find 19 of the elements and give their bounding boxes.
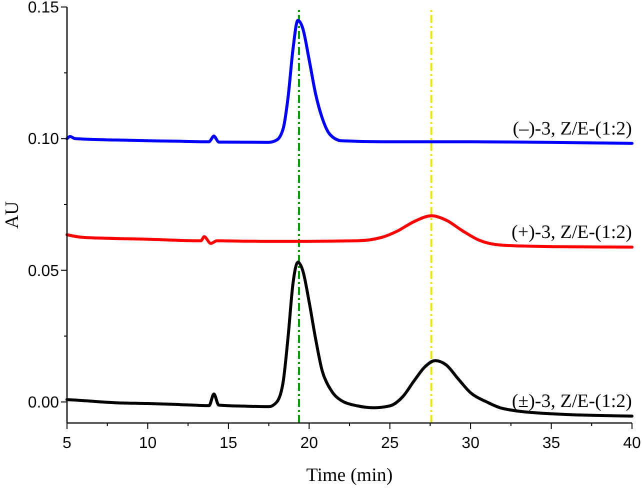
series-label: (±)-3, Z/E-(1:2) (512, 391, 632, 412)
x-tick-label: 15 (220, 435, 238, 452)
y-tick-label: 0.15 (28, 0, 60, 17)
y-tick-label: 0.05 (28, 262, 60, 280)
x-tick-label: 10 (138, 435, 157, 452)
line-series (66, 214, 634, 249)
line-series (66, 18, 634, 145)
y-tick-label: 0.10 (28, 131, 60, 148)
x-tick-label: 5 (62, 435, 72, 452)
x-tick-label: 35 (542, 435, 560, 452)
x-tick-label: 25 (380, 435, 399, 452)
x-tick-label: 30 (462, 435, 480, 452)
series-label: (+)-3, Z/E-(1:2) (512, 222, 632, 244)
x-tick-label: 40 (623, 435, 641, 452)
x-axis-title: Time (min) (306, 465, 393, 486)
y-tick-label: 0.00 (28, 394, 60, 412)
y-axis-title: AU (2, 201, 23, 229)
series-label: (–)-3, Z/E-(1:2) (512, 118, 632, 140)
x-tick-label: 20 (300, 435, 318, 452)
